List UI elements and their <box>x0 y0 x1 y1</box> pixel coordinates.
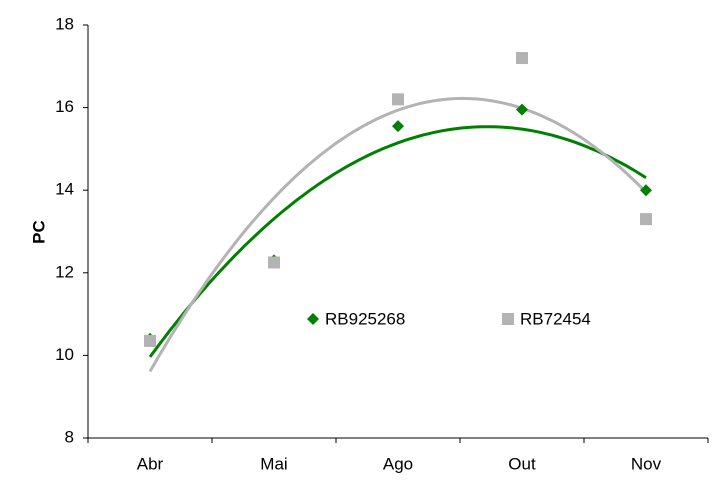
y-tick-label: 12 <box>55 262 74 281</box>
y-tick-label: 10 <box>55 345 74 364</box>
legend-label: RB72454 <box>520 309 591 328</box>
y-tick-label: 16 <box>55 97 74 116</box>
legend-marker <box>502 313 514 325</box>
legend-label: RB925268 <box>325 309 405 328</box>
legend-marker <box>307 313 319 325</box>
point <box>640 184 652 197</box>
x-tick-label: Ago <box>383 454 413 473</box>
y-axis-label: PC <box>29 220 48 244</box>
y-tick-label: 18 <box>55 14 74 33</box>
y-tick-label: 14 <box>55 180 74 199</box>
point <box>516 103 528 116</box>
point <box>516 52 528 65</box>
y-tick-label: 8 <box>65 427 74 446</box>
x-tick-label: Out <box>508 454 536 473</box>
point <box>640 213 652 226</box>
x-tick-label: Mai <box>260 454 287 473</box>
x-tick-label: Nov <box>631 454 662 473</box>
trend-line <box>148 125 647 358</box>
point <box>268 256 280 269</box>
trend-line <box>148 96 648 373</box>
x-tick-label: Abr <box>137 454 164 473</box>
point <box>144 334 156 347</box>
point <box>392 93 404 106</box>
point <box>392 120 404 133</box>
